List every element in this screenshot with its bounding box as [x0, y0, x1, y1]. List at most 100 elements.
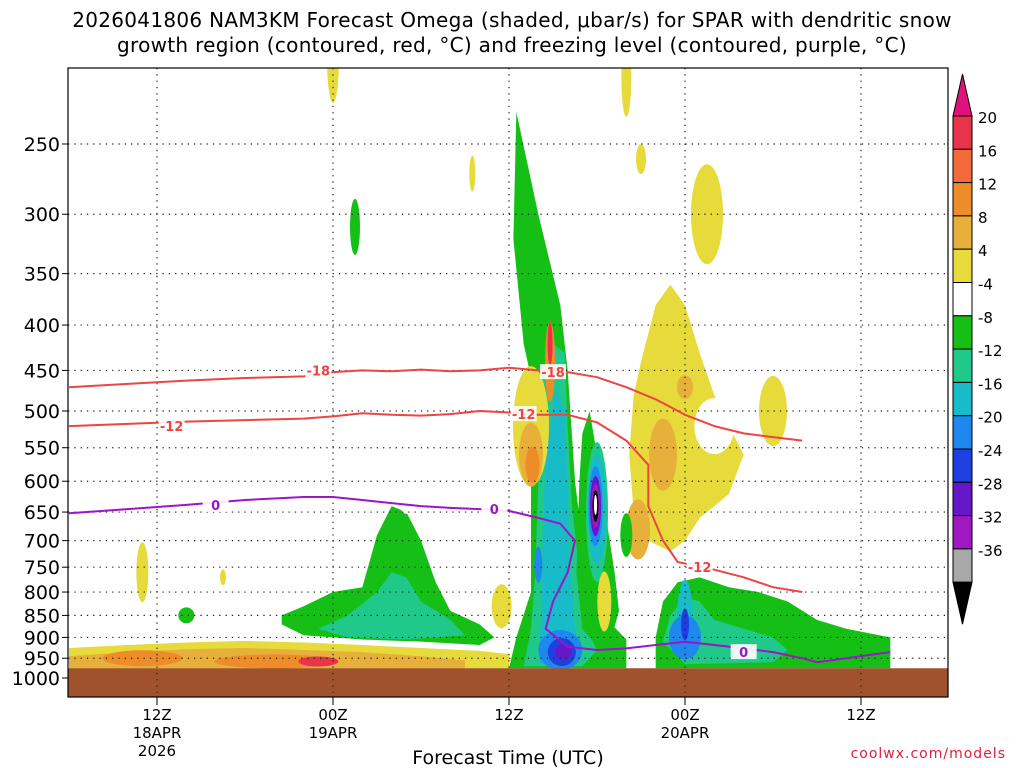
x-tick-label: 18APR — [133, 724, 182, 742]
colorbar-label: -12 — [978, 342, 1003, 360]
y-tick-label: 750 — [24, 557, 60, 579]
contour-label-bg — [686, 559, 713, 575]
shade-orange-shoulder — [525, 446, 540, 483]
colorbar-bottom-arrow — [952, 581, 973, 625]
site-credit: coolwx.com/models — [850, 746, 1006, 762]
x-axis-label: Forecast Time (UTC) — [412, 747, 603, 768]
colorbar-bin — [952, 182, 973, 217]
colorbar: 20 16 12 8 4 -4 -8 -12 -16 -20 -24 -28 -32 -36 — [952, 73, 1003, 625]
omega-shading — [69, 68, 891, 671]
colorbar-label: 4 — [978, 242, 988, 260]
colorbar-label: -32 — [978, 509, 1003, 527]
contour-label-bg — [305, 362, 332, 378]
x-tick-label: 12Z — [846, 706, 875, 724]
grid-lines — [68, 68, 948, 697]
colorbar-label: -28 — [978, 475, 1003, 493]
contour-label-bg — [202, 496, 229, 512]
contour-lines: -18 -18 -12 -12 -12 0 0 0 — [68, 362, 891, 664]
contour-label--18: -18 — [541, 366, 565, 381]
colorbar-bin — [952, 515, 973, 550]
shade-green-cell-upper — [350, 198, 360, 255]
contour--18 — [68, 366, 803, 442]
x-tick-label: 12Z — [494, 706, 523, 724]
shade-red-streak — [547, 321, 553, 366]
colorbar-label: 20 — [978, 109, 997, 127]
colorbar-label: 8 — [978, 209, 988, 227]
pressure-axis: 2503003504004505005506006507007508008509… — [12, 134, 68, 690]
y-tick-label: 950 — [24, 648, 60, 670]
shade-teal-19apr — [318, 572, 465, 640]
x-tick-label: 2026 — [138, 742, 176, 760]
y-tick-label: 800 — [24, 582, 60, 604]
colorbar-bin — [952, 548, 973, 583]
contour-label-0: 0 — [739, 646, 748, 661]
contour-label-bg — [481, 501, 508, 517]
x-tick-label: 20APR — [661, 724, 710, 742]
shade-yellow-cell-g — [636, 144, 646, 175]
y-tick-label: 250 — [24, 134, 60, 156]
y-tick-label: 350 — [24, 264, 60, 286]
contour-label-bg — [730, 644, 757, 660]
shade-yellow-cell-a — [136, 542, 149, 603]
colorbar-label: -24 — [978, 442, 1003, 460]
y-tick-label: 500 — [24, 401, 60, 423]
contour-label-bg — [510, 406, 537, 422]
x-tick-label: 19APR — [309, 724, 358, 742]
shade-yellow-cell-e — [491, 584, 512, 629]
colorbar-bin — [952, 315, 973, 350]
y-tick-label: 600 — [24, 471, 60, 493]
y-tick-label: 900 — [24, 627, 60, 649]
shade-gold-20apr-b — [626, 499, 651, 560]
y-tick-label: 300 — [24, 204, 60, 226]
terrain-band — [68, 668, 948, 697]
shade-white-core — [593, 494, 598, 515]
contour-label-bg — [158, 418, 185, 434]
y-tick-label: 850 — [24, 605, 60, 627]
colorbar-bin — [952, 415, 973, 450]
shade-blue-lower-right — [681, 608, 689, 641]
shade-cyan-tower — [538, 387, 583, 665]
chart-title-line-1: 2026041806 NAM3KM Forecast Omega (shaded… — [72, 8, 952, 32]
colorbar-bin — [952, 448, 973, 483]
contour-label--12: -12 — [688, 561, 712, 576]
shade-yellow-cell-f — [621, 68, 632, 117]
colorbar-top-arrow — [952, 73, 973, 117]
colorbar-label: -16 — [978, 375, 1003, 393]
colorbar-bin — [952, 481, 973, 517]
y-tick-label: 450 — [24, 360, 60, 382]
y-tick-label: 1000 — [12, 668, 60, 690]
contour-label--18: -18 — [307, 364, 331, 379]
colorbar-bin — [952, 215, 973, 250]
contour-label-0: 0 — [490, 503, 499, 518]
x-tick-label: 00Z — [318, 706, 347, 724]
shade-green-20apr-mid — [620, 513, 633, 558]
y-tick-label: 650 — [24, 502, 60, 524]
contour-label-bg — [540, 364, 566, 380]
colorbar-label: 16 — [978, 142, 997, 160]
shade-yellow-cell-d — [469, 155, 476, 192]
colorbar-label: -20 — [978, 409, 1003, 427]
colorbar-bin — [952, 148, 973, 184]
colorbar-bin — [952, 381, 973, 417]
shade-gold-20apr-c — [677, 375, 693, 400]
shade-lightblue-cell — [534, 546, 543, 583]
colorbar-bin — [952, 282, 973, 317]
shade-gap-19apr — [397, 473, 416, 514]
x-tick-label: 12Z — [142, 706, 171, 724]
shade-lowlevel-red — [298, 656, 339, 667]
shade-gold-20apr-a — [649, 418, 677, 491]
shade-lowlevel-orange-1 — [102, 650, 183, 667]
shade-yellow-20apr-upper — [691, 164, 723, 265]
colorbar-bin — [952, 248, 973, 283]
shade-violet-core — [555, 644, 572, 661]
colorbar-label: 12 — [978, 176, 997, 194]
shade-green-19apr — [281, 506, 495, 646]
shade-yellow-cell-b — [327, 68, 339, 104]
contour-label-0: 0 — [211, 499, 220, 514]
contour-label--12: -12 — [160, 420, 184, 435]
chart-title-line-2: growth region (contoured, red, °C) and f… — [117, 33, 907, 57]
shade-green-cell-low — [178, 607, 195, 624]
plot-frame — [67, 67, 949, 698]
